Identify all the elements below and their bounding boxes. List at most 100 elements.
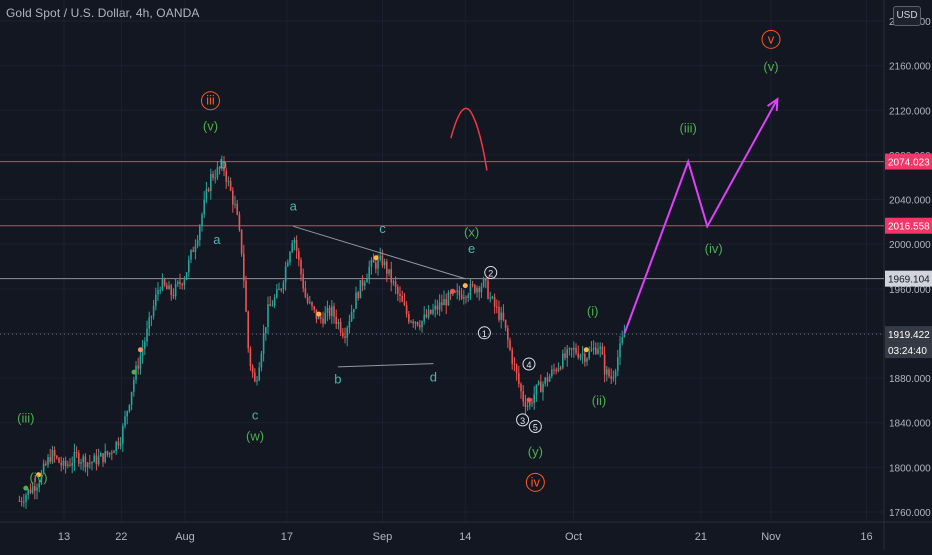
candle-body — [511, 349, 514, 364]
candle-body — [445, 299, 448, 306]
price-tag-bg — [885, 270, 932, 287]
candle-body — [289, 252, 291, 263]
candle-body — [361, 280, 364, 286]
candle-body — [117, 441, 120, 446]
candle-body — [295, 240, 298, 251]
wave-label: (iv) — [29, 470, 47, 485]
wave-label-text: v — [768, 31, 775, 46]
candle-body — [390, 269, 393, 283]
x-tick-label: 17 — [281, 531, 293, 543]
candle-body — [397, 286, 399, 294]
wave-label: iii — [200, 91, 220, 111]
wave-label: (v) — [763, 59, 778, 74]
candle-body — [460, 294, 463, 299]
candle-body — [427, 309, 430, 318]
candle-body — [113, 451, 115, 454]
candle-body — [141, 348, 144, 356]
candle-body — [284, 266, 287, 283]
candle-body — [223, 161, 225, 172]
candle-body — [476, 287, 478, 293]
candle-body — [564, 353, 566, 358]
candle-body — [465, 297, 467, 299]
candle-body — [553, 369, 555, 371]
x-tick-label: Sep — [373, 531, 393, 543]
candle-body — [337, 322, 340, 324]
candle-body — [498, 307, 500, 320]
curved-arrow-annotation[interactable] — [450, 107, 488, 171]
candle-body — [322, 318, 324, 324]
candle-body — [573, 347, 575, 350]
signal-dot — [450, 288, 456, 294]
candle-body — [267, 304, 269, 328]
candle-body — [526, 405, 529, 408]
candle-body — [179, 281, 181, 284]
candle-body — [524, 401, 527, 408]
wave-label: (y) — [528, 444, 543, 459]
x-axis-labels: 13 22 Aug 17 Sep 14 Oct 21 Nov 16 — [58, 531, 873, 543]
candle-body — [575, 347, 577, 354]
wave-label: 3 — [516, 413, 530, 427]
trendline[interactable] — [337, 363, 434, 368]
y-tick-label: 1840.000 — [889, 419, 931, 430]
candle-body — [56, 456, 58, 458]
candle-body — [586, 358, 588, 362]
candle-body — [559, 367, 562, 369]
candle-body — [456, 290, 459, 293]
candle-body — [612, 377, 615, 379]
candle-body — [146, 328, 148, 342]
candle-body — [40, 472, 43, 484]
candle-body — [280, 289, 283, 291]
horizontal-levels[interactable] — [0, 161, 884, 335]
wave-label: (v) — [203, 118, 218, 133]
candle-body — [82, 456, 85, 463]
candle-body — [34, 486, 36, 491]
candle-body — [531, 402, 533, 404]
candle-body — [194, 245, 197, 252]
wave-label: 2 — [484, 266, 498, 280]
candle-body — [542, 383, 544, 393]
candle-body — [62, 460, 65, 466]
candle-body — [353, 309, 355, 313]
candle-body — [368, 266, 371, 278]
candle-body — [124, 416, 126, 427]
candle-body — [306, 297, 309, 303]
candle-body — [513, 363, 516, 365]
wave-label: a — [213, 232, 221, 247]
triangle-lines[interactable] — [293, 225, 466, 368]
trendline[interactable] — [293, 225, 466, 280]
chart-title: Gold Spot / U.S. Dollar, 4h, OANDA — [6, 6, 200, 20]
candle-body — [91, 462, 93, 464]
signal-dot — [23, 485, 29, 491]
candle-body — [540, 381, 542, 393]
candle-body — [502, 312, 505, 320]
candle-body — [185, 272, 188, 280]
price-tag-bg — [885, 217, 932, 234]
candle-body — [441, 302, 443, 306]
signal-dot — [36, 472, 42, 478]
candle-body — [438, 302, 441, 310]
candle-body — [155, 294, 157, 306]
candle-body — [570, 348, 573, 350]
candle-body — [493, 297, 496, 307]
candle-body — [71, 463, 74, 466]
candle-body — [64, 460, 67, 467]
candle-body — [249, 348, 252, 367]
candle-body — [258, 367, 261, 381]
y-tick-label: 2120.000 — [889, 106, 931, 117]
candle-body — [546, 377, 549, 382]
wave-label-text: 3 — [520, 416, 525, 426]
candle-body — [619, 343, 621, 358]
candle-body — [126, 411, 129, 417]
candle-body — [392, 281, 395, 283]
candle-body — [562, 353, 564, 368]
candle-body — [317, 316, 320, 320]
projection-path[interactable] — [623, 98, 779, 334]
candle-body — [75, 451, 78, 454]
candle-body — [381, 255, 384, 266]
wave-label: b — [220, 156, 227, 171]
currency-button[interactable]: USD — [893, 6, 921, 26]
signal-dot — [137, 347, 143, 353]
candle-body — [27, 489, 30, 496]
